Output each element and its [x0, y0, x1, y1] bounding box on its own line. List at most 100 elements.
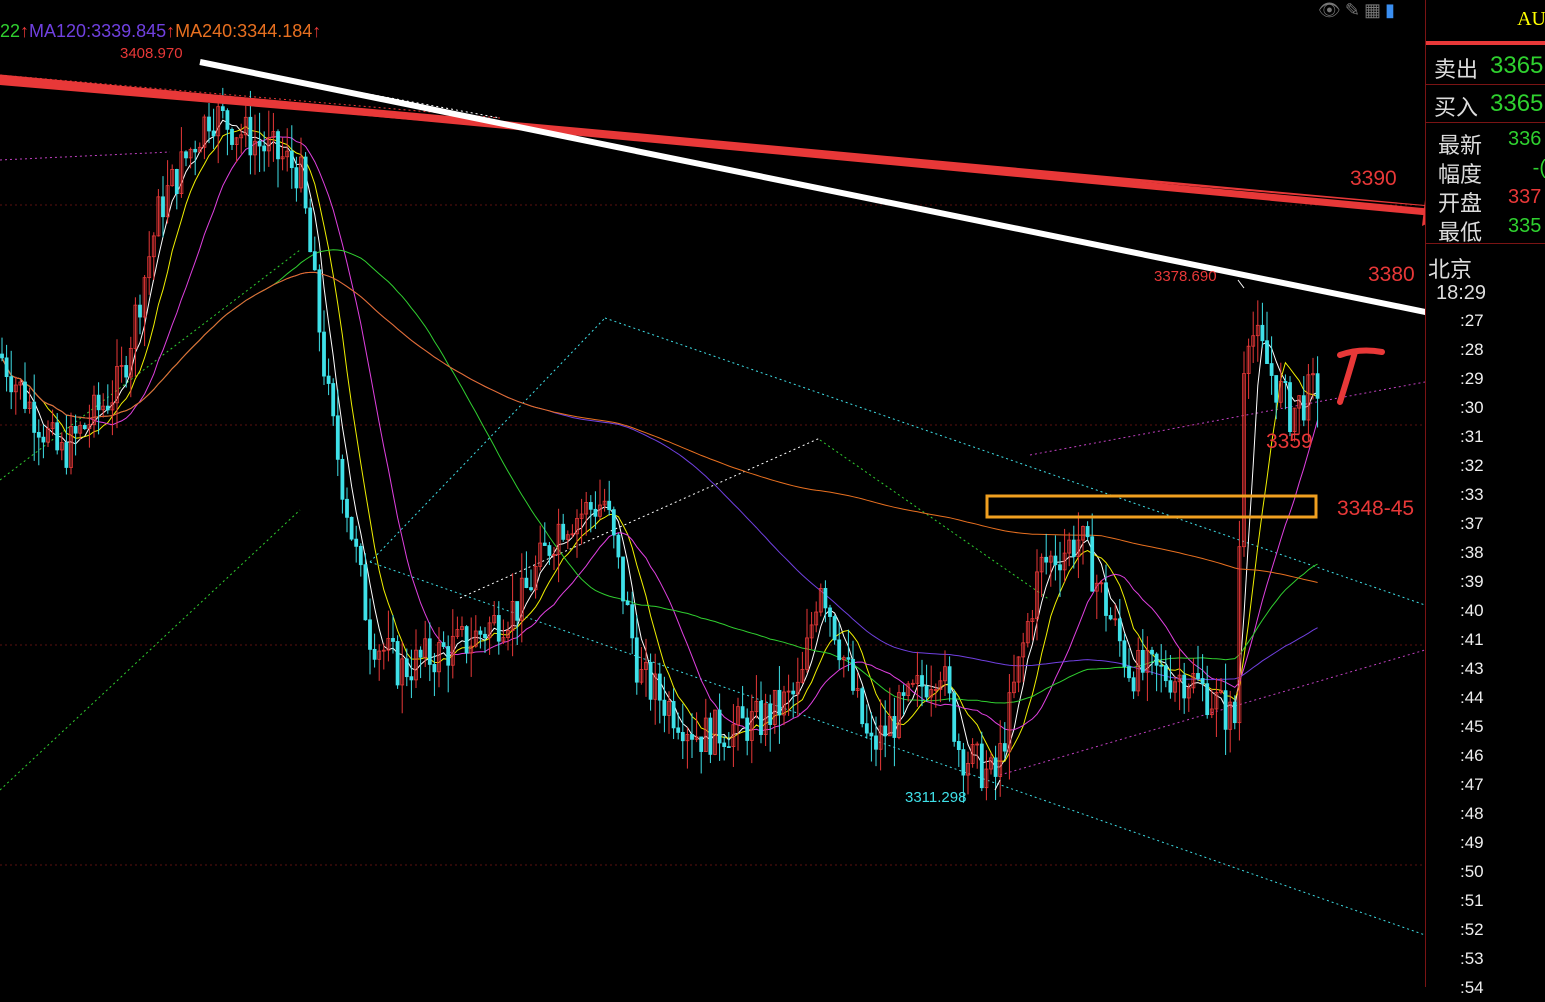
low-price-label: 3311.298 [905, 789, 967, 806]
candle-body [1044, 556, 1049, 563]
candle-body [1071, 539, 1076, 557]
candle-body [864, 723, 869, 734]
candle-body [9, 376, 14, 393]
candle-body [602, 500, 607, 506]
candle-body [1016, 656, 1021, 683]
trend-line [0, 151, 171, 161]
candle-body [253, 140, 257, 156]
ma120-value: MA120:3339.845 [29, 21, 167, 41]
candle-body [506, 630, 510, 639]
candle-body [184, 151, 188, 159]
candle-body [381, 649, 386, 652]
ma240-line [1, 271, 1318, 583]
panel-icon[interactable]: ▮ [1384, 0, 1395, 20]
candle-body [303, 156, 308, 209]
candle-body [956, 741, 961, 751]
candle-body [883, 725, 888, 737]
candle-body [915, 675, 920, 684]
candle-body [1265, 340, 1269, 364]
candle-body [1053, 555, 1058, 566]
candle-body [331, 383, 336, 417]
candle-body [984, 768, 989, 789]
candle-body [92, 394, 96, 426]
candle-body [312, 251, 317, 271]
candle-body [685, 734, 690, 742]
candle-body [142, 277, 147, 318]
candle-body [713, 709, 717, 755]
candle-body [220, 106, 225, 112]
candle-body [299, 156, 303, 189]
candle-body [345, 498, 349, 518]
candle-body [717, 709, 722, 744]
candle-body [639, 669, 644, 683]
candle-body [1035, 571, 1039, 620]
candlestick-chart[interactable] [0, 0, 1425, 987]
up-arrow-icon: ↑ [20, 21, 30, 41]
candle-body [501, 637, 506, 642]
candle-body [855, 688, 860, 691]
high-price-label: 3408.970 [120, 45, 183, 62]
tick-time: :51 [1460, 891, 1484, 910]
low-value: 335 [1508, 215, 1542, 237]
grid-icon[interactable]: ▦ [1363, 0, 1381, 20]
trend-line [209, 64, 501, 119]
candle-body [874, 735, 878, 750]
candle-body [115, 366, 119, 404]
divider [1426, 243, 1545, 244]
candle-body [105, 405, 110, 411]
tick-time: :39 [1460, 572, 1484, 591]
candle-body [616, 534, 621, 558]
candle-body [800, 668, 805, 683]
pencil-icon[interactable]: ✎ [1344, 0, 1360, 20]
candle-body [708, 717, 713, 755]
candle-body [87, 424, 92, 430]
candle-body [1062, 552, 1067, 571]
tick-time: :28 [1460, 340, 1484, 359]
candle-body [791, 690, 796, 695]
candle-body [1163, 665, 1168, 682]
candle-body [1292, 407, 1297, 433]
candle-body [207, 116, 211, 132]
candle-body [147, 256, 152, 279]
candle-body [662, 699, 667, 716]
candle-body [584, 502, 589, 515]
candle-body [1200, 678, 1205, 685]
candle-body [846, 657, 851, 660]
tick-times-list[interactable]: :27:28:29:30:31:32:33:37:38:39:40:41:43:… [1460, 306, 1484, 1002]
candle-body [27, 401, 32, 409]
candle-body [64, 442, 69, 468]
candle-body [437, 642, 441, 673]
candle-body [1021, 642, 1026, 658]
sell-label: 卖出 [1434, 57, 1479, 82]
eye-slash-icon[interactable]: 👁 [1318, 0, 1341, 20]
tick-time: :45 [1460, 717, 1484, 736]
candle-body [363, 564, 368, 621]
candle-body [818, 587, 823, 613]
tick-time: :30 [1460, 398, 1484, 417]
candle-body [1186, 687, 1191, 699]
candle-body [929, 689, 934, 698]
candle-body [1246, 345, 1251, 374]
candle-body [368, 619, 372, 650]
candle-body [1081, 526, 1085, 541]
highlight-box [985, 494, 1318, 519]
candle-body [441, 642, 446, 647]
candle-body [326, 375, 331, 384]
candle-body [243, 116, 248, 136]
candle-body [409, 676, 414, 681]
candle-body [400, 658, 405, 686]
candle-body [197, 146, 202, 153]
candle-body [289, 150, 294, 169]
candle-body [667, 701, 671, 716]
candle-body [358, 545, 363, 566]
candle-body [427, 638, 432, 665]
candle-body [492, 615, 497, 624]
up-arrow-icon: ↑ [312, 21, 322, 41]
candle-body [869, 732, 874, 737]
candle-body [1030, 618, 1035, 622]
candle-body [73, 426, 78, 434]
change-label: 幅度 [1438, 162, 1483, 187]
low-pointer [994, 779, 1001, 791]
candles [0, 87, 1320, 803]
buy-value: 3365 [1490, 90, 1544, 117]
